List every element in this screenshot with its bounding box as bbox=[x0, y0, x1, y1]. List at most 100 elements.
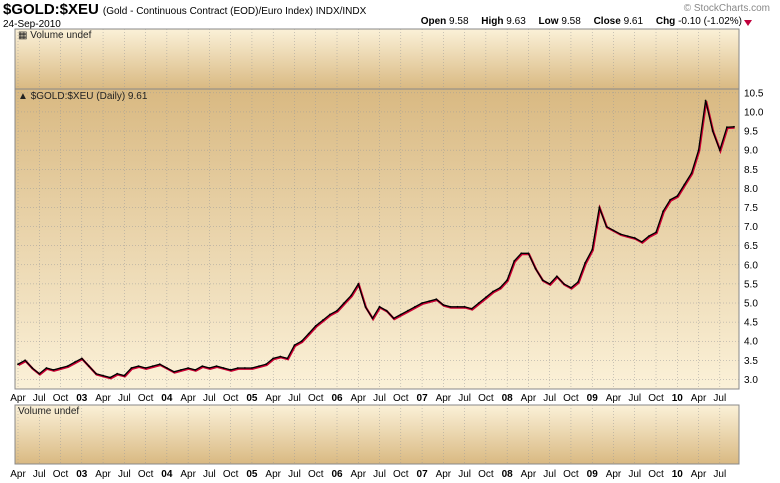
price-point bbox=[123, 374, 126, 377]
price-point bbox=[45, 367, 48, 369]
x-tick-label: Jul bbox=[33, 469, 46, 480]
price-point bbox=[307, 332, 310, 335]
x-axis-ticks-top: Apr Jul Oct 03 Apr Jul Oct 04 Apr Jul Oct 05 Apr Jul O… bbox=[10, 393, 726, 404]
x-tick-label: 08 bbox=[502, 469, 514, 480]
open-label: Open bbox=[420, 16, 447, 27]
price-point bbox=[151, 365, 154, 367]
x-tick-label: Oct bbox=[308, 393, 324, 404]
price-point bbox=[116, 372, 119, 375]
price-point bbox=[520, 252, 523, 255]
low-value: 9.58 bbox=[561, 16, 581, 27]
y-tick-label: 6.5 bbox=[744, 241, 758, 252]
x-tick-label: Oct bbox=[648, 393, 664, 404]
x-tick-label: Jul bbox=[713, 469, 726, 480]
volume-top-label: ▦ Volume undef bbox=[18, 30, 91, 41]
x-tick-label: Oct bbox=[308, 469, 324, 480]
price-point bbox=[173, 370, 175, 373]
price-point bbox=[222, 367, 225, 369]
x-tick-label: Jul bbox=[203, 393, 216, 404]
price-point bbox=[690, 172, 693, 175]
price-point bbox=[534, 267, 537, 270]
price-point bbox=[286, 357, 289, 360]
price-point bbox=[31, 367, 34, 369]
symbol-text: $GOLD:$XEU bbox=[3, 1, 99, 18]
high-value: 9.63 bbox=[506, 16, 526, 27]
price-point bbox=[584, 262, 586, 264]
price-point bbox=[137, 365, 140, 367]
x-tick-label: 03 bbox=[76, 469, 88, 480]
price-series-line bbox=[17, 100, 735, 379]
price-point bbox=[704, 99, 707, 102]
down-arrow-icon bbox=[744, 20, 752, 26]
y-tick-label: 8.5 bbox=[744, 165, 758, 176]
x-tick-label: Jul bbox=[713, 393, 726, 404]
price-point bbox=[236, 367, 239, 369]
x-tick-label: Oct bbox=[478, 469, 494, 480]
x-tick-label: Jul bbox=[373, 393, 386, 404]
price-point bbox=[364, 305, 367, 308]
x-tick-label: 03 bbox=[76, 393, 88, 404]
price-point bbox=[385, 309, 388, 312]
y-tick-label: 5.5 bbox=[744, 279, 758, 290]
price-point bbox=[201, 365, 204, 367]
price-point bbox=[229, 369, 232, 371]
price-point bbox=[378, 305, 381, 308]
price-point bbox=[66, 365, 69, 367]
price-point bbox=[506, 279, 508, 281]
price-point bbox=[187, 367, 190, 369]
y-tick-label: 7.5 bbox=[744, 203, 758, 214]
x-tick-label: Oct bbox=[648, 469, 664, 480]
price-point bbox=[109, 376, 112, 379]
price-point bbox=[102, 374, 104, 377]
x-tick-label: Apr bbox=[10, 393, 26, 404]
x-tick-label: 06 bbox=[331, 393, 343, 404]
price-point bbox=[733, 125, 735, 128]
price-point bbox=[499, 286, 501, 289]
price-point bbox=[421, 302, 423, 304]
x-tick-label: 09 bbox=[587, 469, 599, 480]
x-tick-label: 04 bbox=[161, 393, 173, 404]
symbol-title: $GOLD:$XEU (Gold - Continuous Contract (E… bbox=[3, 1, 366, 18]
price-point bbox=[555, 275, 558, 278]
price-point bbox=[492, 290, 494, 293]
x-tick-label: Oct bbox=[138, 393, 154, 404]
chg-label: Chg bbox=[655, 16, 676, 27]
x-tick-label: Jul bbox=[203, 469, 216, 480]
x-tick-label: Oct bbox=[223, 393, 239, 404]
x-tick-label: Oct bbox=[563, 469, 579, 480]
price-point bbox=[633, 237, 636, 239]
price-point bbox=[541, 279, 544, 281]
price-point bbox=[414, 305, 416, 308]
price-point bbox=[428, 300, 431, 302]
x-tick-label: 06 bbox=[331, 469, 343, 480]
x-tick-label: 05 bbox=[246, 469, 258, 480]
candle-icon: ▲ bbox=[18, 91, 28, 102]
close-value: 9.61 bbox=[623, 16, 644, 27]
y-tick-label: 6.0 bbox=[744, 260, 758, 271]
price-point bbox=[612, 229, 615, 232]
low-label: Low bbox=[538, 16, 559, 27]
x-tick-label: Jul bbox=[118, 469, 131, 480]
price-point bbox=[80, 357, 83, 360]
price-point bbox=[527, 252, 530, 255]
volume-top-panel bbox=[14, 28, 740, 90]
y-tick-label: 4.5 bbox=[744, 318, 758, 329]
price-point bbox=[449, 305, 452, 308]
price-point bbox=[194, 369, 197, 371]
x-tick-label: Oct bbox=[53, 469, 69, 480]
price-point bbox=[435, 298, 438, 301]
x-tick-label: Jul bbox=[543, 469, 556, 480]
x-tick-label: Apr bbox=[350, 393, 366, 404]
price-point bbox=[343, 302, 345, 304]
x-tick-label: Apr bbox=[350, 469, 366, 480]
x-tick-label: 07 bbox=[417, 393, 429, 404]
price-point bbox=[265, 363, 267, 366]
price-point bbox=[399, 313, 402, 316]
y-tick-label: 10.5 bbox=[744, 88, 764, 99]
price-point bbox=[371, 317, 374, 320]
x-tick-label: 10 bbox=[672, 393, 684, 404]
stockcharts-logo: © StockCharts.com bbox=[683, 3, 770, 14]
x-tick-label: 05 bbox=[246, 393, 258, 404]
price-point bbox=[655, 231, 657, 234]
